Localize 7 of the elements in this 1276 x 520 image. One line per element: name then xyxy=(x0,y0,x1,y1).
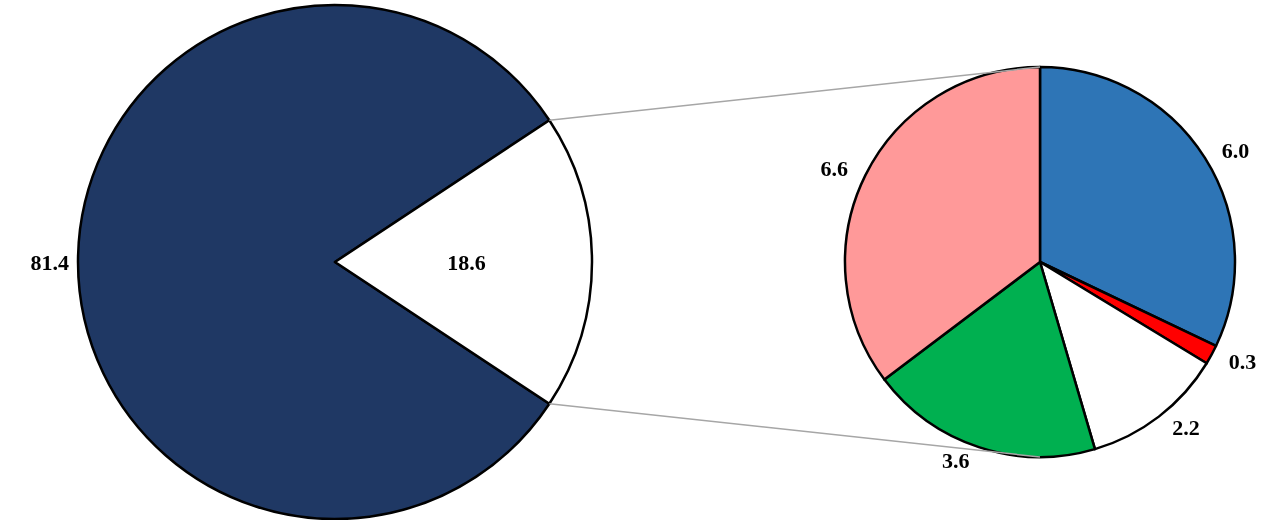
data-label: 6.6 xyxy=(820,156,848,182)
data-label: 3.6 xyxy=(941,447,970,473)
data-label: 18.6 xyxy=(447,249,486,275)
data-label: 2.2 xyxy=(1172,415,1200,441)
data-label: 6.0 xyxy=(1221,137,1250,163)
data-label: 0.3 xyxy=(1228,348,1257,374)
data-label: 81.4 xyxy=(30,249,69,275)
